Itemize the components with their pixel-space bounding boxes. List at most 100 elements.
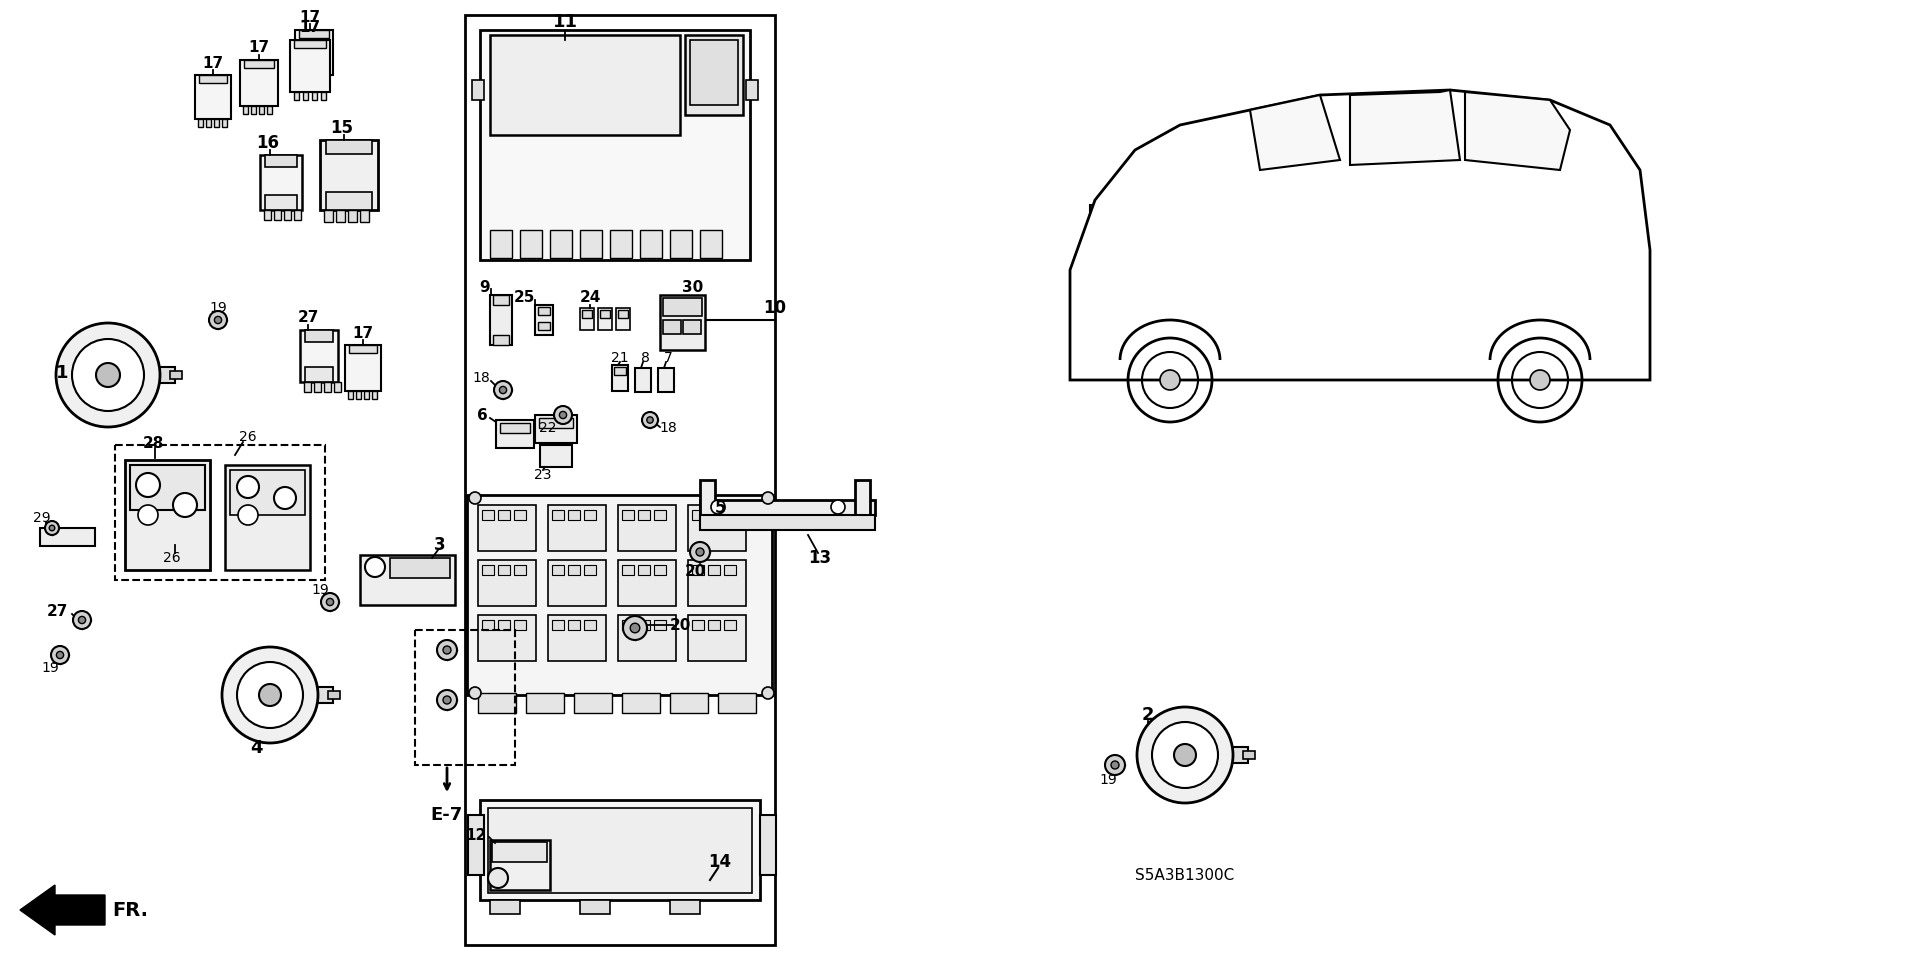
Bar xyxy=(614,367,626,375)
Circle shape xyxy=(1152,722,1217,788)
Circle shape xyxy=(444,646,451,654)
Bar xyxy=(480,30,751,260)
Bar xyxy=(313,687,332,703)
Bar xyxy=(472,80,484,100)
Circle shape xyxy=(79,617,86,623)
Polygon shape xyxy=(1465,92,1571,170)
Circle shape xyxy=(468,687,482,699)
Bar xyxy=(267,106,273,114)
Bar xyxy=(655,510,666,520)
Circle shape xyxy=(499,386,507,393)
Circle shape xyxy=(50,526,56,530)
Bar xyxy=(622,565,634,575)
Circle shape xyxy=(493,381,513,399)
Circle shape xyxy=(762,687,774,699)
Bar xyxy=(708,565,720,575)
Bar xyxy=(760,815,776,875)
Bar xyxy=(670,693,708,713)
Bar xyxy=(618,615,676,661)
Bar xyxy=(315,382,321,392)
Bar xyxy=(324,382,330,392)
Text: 26: 26 xyxy=(240,430,257,444)
Text: 19: 19 xyxy=(311,583,328,597)
Circle shape xyxy=(468,492,482,504)
Bar xyxy=(636,368,651,392)
Bar xyxy=(568,565,580,575)
Bar xyxy=(584,565,595,575)
Bar xyxy=(205,119,211,127)
Bar xyxy=(495,420,534,448)
Bar xyxy=(547,615,607,661)
Bar xyxy=(200,75,227,83)
Bar xyxy=(482,620,493,630)
Circle shape xyxy=(438,690,457,710)
Bar xyxy=(323,75,326,83)
Bar xyxy=(580,230,603,258)
Bar xyxy=(493,335,509,345)
Bar xyxy=(321,140,378,210)
Bar xyxy=(348,391,353,399)
Bar xyxy=(584,510,595,520)
Bar xyxy=(244,60,275,68)
Text: 20: 20 xyxy=(670,618,691,633)
Bar xyxy=(311,92,317,100)
Bar xyxy=(346,345,380,391)
Circle shape xyxy=(238,505,257,525)
Bar xyxy=(1206,165,1260,195)
Text: 20: 20 xyxy=(684,565,707,579)
Bar xyxy=(334,382,342,392)
Text: 17: 17 xyxy=(248,40,269,56)
Bar xyxy=(328,691,340,699)
Bar xyxy=(553,565,564,575)
Bar xyxy=(482,565,493,575)
Circle shape xyxy=(444,696,451,704)
Bar xyxy=(497,510,511,520)
Bar xyxy=(611,230,632,258)
Bar xyxy=(684,320,701,334)
Bar xyxy=(1242,751,1256,759)
Bar xyxy=(597,308,612,330)
Bar xyxy=(1231,145,1260,163)
Bar xyxy=(265,155,298,167)
Bar xyxy=(547,560,607,606)
Circle shape xyxy=(209,311,227,329)
Bar xyxy=(198,119,204,127)
Bar xyxy=(515,565,526,575)
Bar xyxy=(691,620,705,630)
Bar xyxy=(622,693,660,713)
Circle shape xyxy=(259,684,280,706)
Bar xyxy=(612,365,628,391)
Bar xyxy=(701,480,714,515)
Circle shape xyxy=(44,521,60,535)
Bar xyxy=(580,308,593,330)
Bar xyxy=(259,106,265,114)
Bar xyxy=(115,445,324,580)
Bar xyxy=(488,808,753,893)
Text: 29: 29 xyxy=(33,511,50,525)
Text: 10: 10 xyxy=(764,299,787,317)
Bar xyxy=(540,445,572,467)
Bar xyxy=(480,800,760,900)
Bar xyxy=(670,900,701,914)
Circle shape xyxy=(73,611,90,629)
Bar xyxy=(622,510,634,520)
Text: 16: 16 xyxy=(257,134,280,152)
Bar xyxy=(321,92,326,100)
Bar xyxy=(296,30,332,75)
Bar xyxy=(415,630,515,765)
Bar xyxy=(294,92,300,100)
Bar xyxy=(549,230,572,258)
Bar xyxy=(365,391,369,399)
Bar xyxy=(724,620,735,630)
Circle shape xyxy=(488,868,509,888)
Bar xyxy=(622,620,634,630)
Bar xyxy=(660,295,705,350)
Circle shape xyxy=(321,593,340,611)
Bar xyxy=(303,382,311,392)
Circle shape xyxy=(1530,370,1549,390)
Text: 19: 19 xyxy=(40,661,60,675)
Bar xyxy=(305,75,311,83)
Circle shape xyxy=(215,316,221,323)
Bar xyxy=(687,615,747,661)
Bar xyxy=(315,75,319,83)
